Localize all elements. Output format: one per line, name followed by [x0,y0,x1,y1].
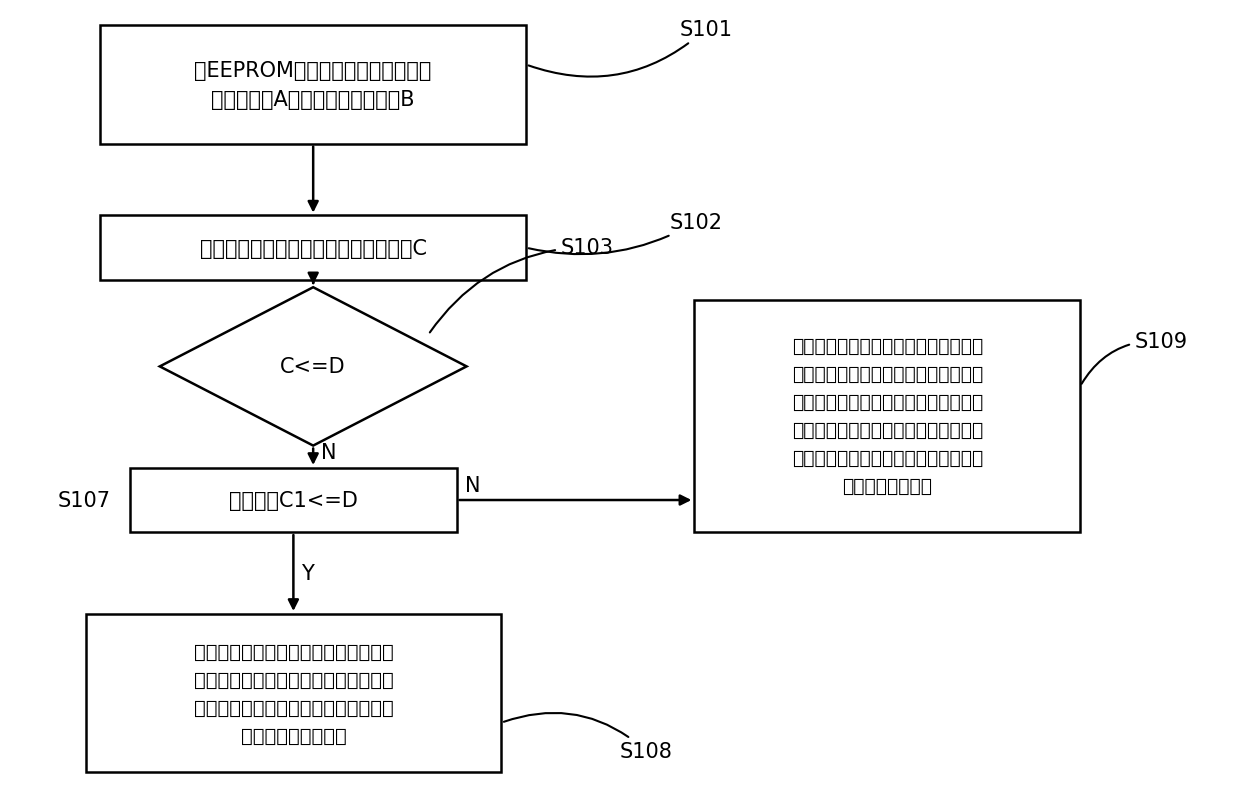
Text: S107: S107 [57,491,110,510]
Text: 重新采样C1<=D: 重新采样C1<=D [229,491,358,510]
Text: S109: S109 [1081,331,1188,384]
FancyBboxPatch shape [86,614,501,772]
Text: S103: S103 [430,238,614,333]
Text: N: N [321,442,336,462]
Polygon shape [160,288,466,446]
Text: 根据重新采集的电压值的均值进行自学
习，否则自学习失败时，如果下电时最
小位置值小于标定阈值，则以下电时最
小位置值进行自学习: 根据重新采集的电压值的均值进行自学 习，否则自学习失败时，如果下电时最 小位置值… [193,642,393,744]
Text: 判定加速踏板出现卡滞，并根据重新采
集的电压值的均值进行自学习，否则自
学习失败时，进一步判断下电时最小位
置值是否大于所述标定阈值，如果是，
则以下电时最小位: 判定加速踏板出现卡滞，并根据重新采 集的电压值的均值进行自学习，否则自 学习失败… [791,337,983,496]
Text: C<=D: C<=D [280,357,346,377]
Text: S108: S108 [503,713,673,762]
FancyBboxPatch shape [100,26,526,144]
Text: 从EEPROM中获取上一循环内上电时
最小位置值A和下电时最小位置值B: 从EEPROM中获取上一循环内上电时 最小位置值A和下电时最小位置值B [195,61,432,110]
Text: 当前循环中加速踏板开度对应的电压值C: 当前循环中加速踏板开度对应的电压值C [200,238,427,259]
FancyBboxPatch shape [694,300,1080,533]
Text: N: N [465,475,480,496]
FancyBboxPatch shape [100,217,526,281]
Text: S102: S102 [528,212,723,255]
Text: Y: Y [301,564,314,583]
Text: S101: S101 [528,19,733,78]
FancyBboxPatch shape [130,468,456,533]
